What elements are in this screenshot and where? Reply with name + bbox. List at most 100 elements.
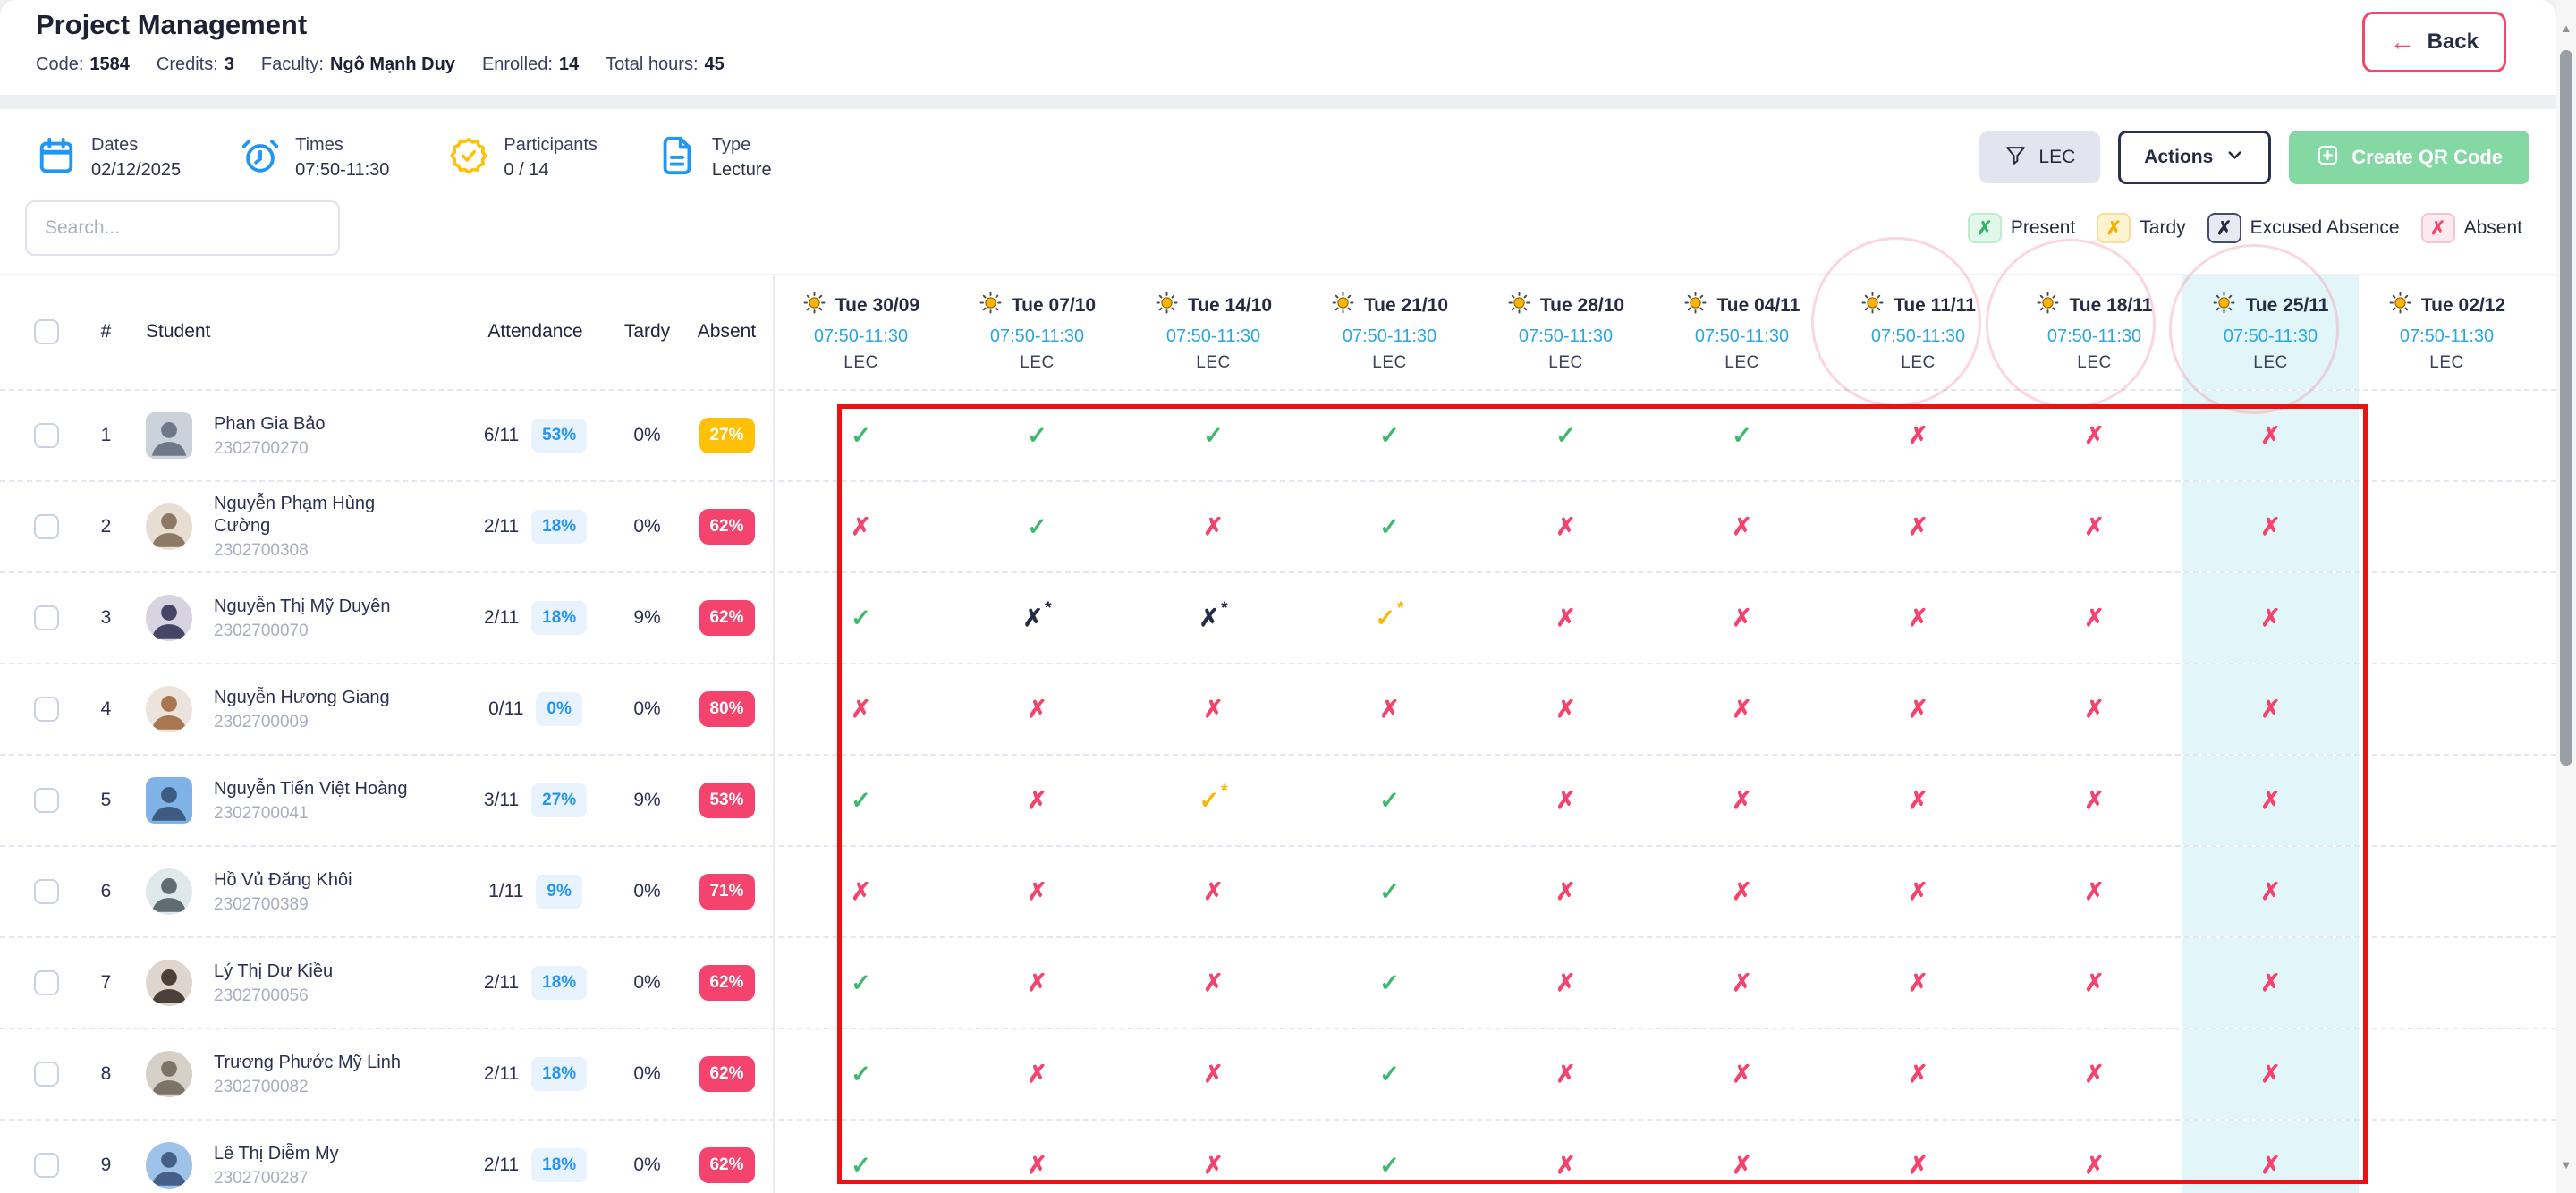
attendance-mark-absent[interactable]: ✗: [2084, 1060, 2105, 1087]
attendance-mark-present[interactable]: ✓: [1555, 421, 1576, 449]
actions-button[interactable]: Actions: [2118, 131, 2272, 184]
vertical-scrollbar[interactable]: ▲ ▼: [2556, 0, 2576, 1193]
attendance-mark-absent[interactable]: ✗: [1908, 877, 1928, 905]
attendance-mark-absent[interactable]: ✗: [1027, 1060, 1047, 1087]
attendance-mark-absent[interactable]: ✗: [2084, 421, 2105, 449]
row-checkbox[interactable]: [34, 423, 59, 448]
attendance-mark-absent[interactable]: ✗: [2084, 786, 2105, 814]
attendance-mark-absent[interactable]: ✗: [1555, 877, 1576, 905]
attendance-mark-present[interactable]: ✓: [1379, 512, 1400, 540]
attendance-mark-excused[interactable]: ✗ *: [1199, 598, 1228, 631]
session-header-04-11[interactable]: Tue 04/11 07:50-11:30 LEC: [1654, 275, 1830, 389]
attendance-mark-absent[interactable]: ✗: [1908, 1060, 1928, 1087]
row-checkbox[interactable]: [34, 788, 59, 813]
attendance-mark-present[interactable]: ✓: [1027, 421, 1047, 449]
attendance-mark-absent[interactable]: ✗: [1203, 1151, 1224, 1179]
scroll-down-arrow[interactable]: ▼: [2560, 1158, 2572, 1172]
row-checkbox[interactable]: [34, 605, 59, 630]
attendance-mark-absent[interactable]: ✗: [1732, 604, 1752, 631]
attendance-mark-absent[interactable]: ✗: [2084, 604, 2105, 631]
attendance-mark-absent[interactable]: ✗: [2084, 877, 2105, 905]
row-checkbox[interactable]: [34, 1062, 59, 1087]
attendance-mark-absent[interactable]: ✗: [2182, 664, 2359, 754]
attendance-mark-absent[interactable]: ✗: [1908, 969, 1928, 996]
scroll-up-arrow[interactable]: ▲: [2560, 21, 2572, 35]
attendance-mark-absent[interactable]: ✗: [1555, 512, 1576, 540]
lec-filter-button[interactable]: LEC: [1979, 131, 2101, 183]
attendance-mark-absent[interactable]: ✗: [2182, 391, 2359, 480]
attendance-mark-present[interactable]: ✓: [1379, 1060, 1400, 1087]
row-checkbox[interactable]: [34, 514, 59, 539]
session-header-11-11[interactable]: Tue 11/11 07:50-11:30 LEC: [1830, 275, 2006, 389]
session-header-28-10[interactable]: Tue 28/10 07:50-11:30 LEC: [1478, 275, 1654, 389]
session-header-30-09[interactable]: Tue 30/09 07:50-11:30 LEC: [773, 275, 949, 389]
attendance-mark-absent[interactable]: ✗: [1379, 695, 1400, 723]
attendance-mark-absent[interactable]: ✗: [2182, 573, 2359, 663]
attendance-mark-absent[interactable]: ✗: [1203, 512, 1224, 540]
attendance-mark-absent[interactable]: ✗: [851, 512, 871, 540]
attendance-mark-present[interactable]: ✓: [851, 421, 871, 449]
attendance-mark-absent[interactable]: ✗: [2182, 847, 2359, 936]
row-checkbox[interactable]: [34, 697, 59, 722]
row-checkbox[interactable]: [34, 1153, 59, 1178]
back-button[interactable]: ← Back: [2361, 12, 2506, 72]
attendance-mark-absent[interactable]: ✗: [2084, 969, 2105, 996]
scrollbar-thumb[interactable]: [2560, 50, 2572, 766]
attendance-mark-present[interactable]: ✓: [851, 969, 871, 996]
attendance-mark-absent[interactable]: ✗: [1203, 695, 1224, 723]
attendance-mark-absent[interactable]: ✗: [1555, 604, 1576, 631]
attendance-mark-absent[interactable]: ✗: [1732, 1151, 1752, 1179]
attendance-mark-absent[interactable]: ✗: [1203, 1060, 1224, 1087]
attendance-mark-absent[interactable]: ✗: [1908, 786, 1928, 814]
select-all-checkbox[interactable]: [34, 319, 59, 344]
attendance-mark-tardy[interactable]: ✓ *: [1375, 598, 1404, 631]
attendance-mark-present[interactable]: ✓: [1379, 1151, 1400, 1179]
attendance-mark-absent[interactable]: ✗: [1732, 695, 1752, 723]
attendance-mark-absent[interactable]: ✗: [1908, 421, 1928, 449]
attendance-mark-present[interactable]: ✓: [1732, 421, 1752, 449]
attendance-mark-absent[interactable]: ✗: [851, 695, 871, 723]
attendance-mark-absent[interactable]: ✗: [2084, 695, 2105, 723]
attendance-mark-absent[interactable]: ✗: [1555, 969, 1576, 996]
session-header-18-11[interactable]: Tue 18/11 07:50-11:30 LEC: [2006, 275, 2182, 389]
attendance-mark-present[interactable]: ✓: [851, 1060, 871, 1087]
attendance-mark-absent[interactable]: ✗: [1908, 1151, 1928, 1179]
attendance-mark-present[interactable]: ✓: [1379, 877, 1400, 905]
attendance-mark-absent[interactable]: ✗: [1732, 512, 1752, 540]
row-checkbox[interactable]: [34, 970, 59, 995]
attendance-mark-absent[interactable]: ✗: [2182, 1121, 2359, 1193]
attendance-mark-absent[interactable]: ✗: [1732, 1060, 1752, 1087]
attendance-mark-present[interactable]: ✓: [851, 1151, 871, 1179]
attendance-mark-present[interactable]: ✓: [1379, 421, 1400, 449]
attendance-mark-present[interactable]: ✓: [1379, 786, 1400, 814]
attendance-mark-present[interactable]: ✓: [1379, 969, 1400, 996]
attendance-mark-absent[interactable]: ✗: [2182, 482, 2359, 571]
row-checkbox[interactable]: [34, 879, 59, 904]
attendance-mark-absent[interactable]: ✗: [1908, 512, 1928, 540]
attendance-mark-present[interactable]: ✓: [1203, 421, 1224, 449]
attendance-mark-absent[interactable]: ✗: [1555, 786, 1576, 814]
attendance-mark-absent[interactable]: ✗: [1027, 695, 1047, 723]
session-header-21-10[interactable]: Tue 21/10 07:50-11:30 LEC: [1301, 275, 1478, 389]
attendance-mark-absent[interactable]: ✗: [2182, 756, 2359, 845]
search-input[interactable]: [25, 200, 340, 256]
attendance-mark-absent[interactable]: ✗: [1555, 695, 1576, 723]
create-qr-code-button[interactable]: Create QR Code: [2289, 131, 2529, 184]
attendance-mark-absent[interactable]: ✗: [1732, 877, 1752, 905]
session-header-14-10[interactable]: Tue 14/10 07:50-11:30 LEC: [1125, 275, 1301, 389]
attendance-mark-absent[interactable]: ✗: [2182, 938, 2359, 1028]
attendance-mark-absent[interactable]: ✗: [1027, 877, 1047, 905]
attendance-mark-absent[interactable]: ✗: [2084, 512, 2105, 540]
attendance-mark-absent[interactable]: ✗: [1908, 604, 1928, 631]
attendance-mark-absent[interactable]: ✗: [1555, 1151, 1576, 1179]
attendance-mark-absent[interactable]: ✗: [1203, 877, 1224, 905]
attendance-mark-absent[interactable]: ✗: [1555, 1060, 1576, 1087]
attendance-mark-excused[interactable]: ✗ *: [1022, 598, 1052, 631]
attendance-mark-absent[interactable]: ✗: [1732, 786, 1752, 814]
attendance-mark-absent[interactable]: ✗: [1732, 969, 1752, 996]
attendance-mark-absent[interactable]: ✗: [851, 877, 871, 905]
session-header-02-12[interactable]: Tue 02/12 07:50-11:30 LEC: [2359, 275, 2535, 389]
attendance-mark-absent[interactable]: ✗: [1908, 695, 1928, 723]
attendance-mark-absent[interactable]: ✗: [1027, 1151, 1047, 1179]
attendance-mark-absent[interactable]: ✗: [1027, 786, 1047, 814]
